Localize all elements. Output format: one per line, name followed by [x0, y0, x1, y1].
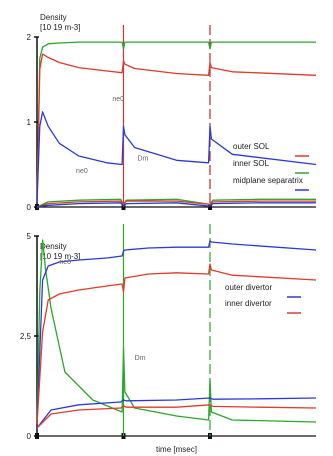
chart0-series-line-1 [36, 53, 317, 203]
chart0-annotation: ne0 [76, 168, 88, 175]
chart1-legend-label: outer divertor [225, 283, 272, 292]
chart1-annotation: Dm [135, 355, 146, 362]
chart1-y-tick-label: 2,5 [20, 332, 32, 341]
chart0-series-line-0 [36, 41, 316, 203]
chart1-series-line-4 [36, 404, 317, 429]
chart0-ylabel-line: [10 19 m-3] [40, 23, 80, 32]
chart1-series-line-0 [36, 239, 317, 425]
chart1-series-line-3 [36, 397, 317, 429]
chart1-y-tick-label: 5 [27, 232, 32, 241]
chart0-series-line-4 [36, 200, 316, 208]
chart0-annotation: Dm [137, 155, 148, 162]
chart0-series-line-2 [36, 111, 317, 203]
chart0-x-tick [207, 204, 212, 210]
chart0-y-tick-label: 0 [27, 203, 32, 212]
chart0-series-line-5 [36, 202, 316, 208]
chart1-x-axis-label: time [msec] [156, 445, 197, 454]
chart1-series-line-1 [36, 240, 317, 425]
chart1-annotation: ne0 [59, 259, 71, 266]
chart0-series-line-3 [36, 198, 316, 208]
chart0-legend-label: midplane separatrix [233, 176, 303, 185]
chart0-legend-label: outer SOL [233, 142, 270, 151]
chart0-legend-label: inner SOL [233, 159, 270, 168]
chart1-x-tick [35, 433, 39, 439]
chart1-ylabel-line: [10 19 m-3] [40, 252, 80, 261]
chart0-annotation: ne0 [112, 96, 124, 103]
chart1-ylabel-line: Density [40, 242, 67, 251]
chart0-ylabel-line: Density [40, 13, 67, 22]
chart1-legend-label: inner divertor [225, 299, 272, 308]
chart0-y-tick-label: 2 [27, 33, 32, 42]
chart0-y-tick-label: 1 [27, 118, 32, 127]
chart1-y-tick-label: 0 [27, 432, 32, 441]
chart1-series-line-2 [36, 263, 317, 425]
